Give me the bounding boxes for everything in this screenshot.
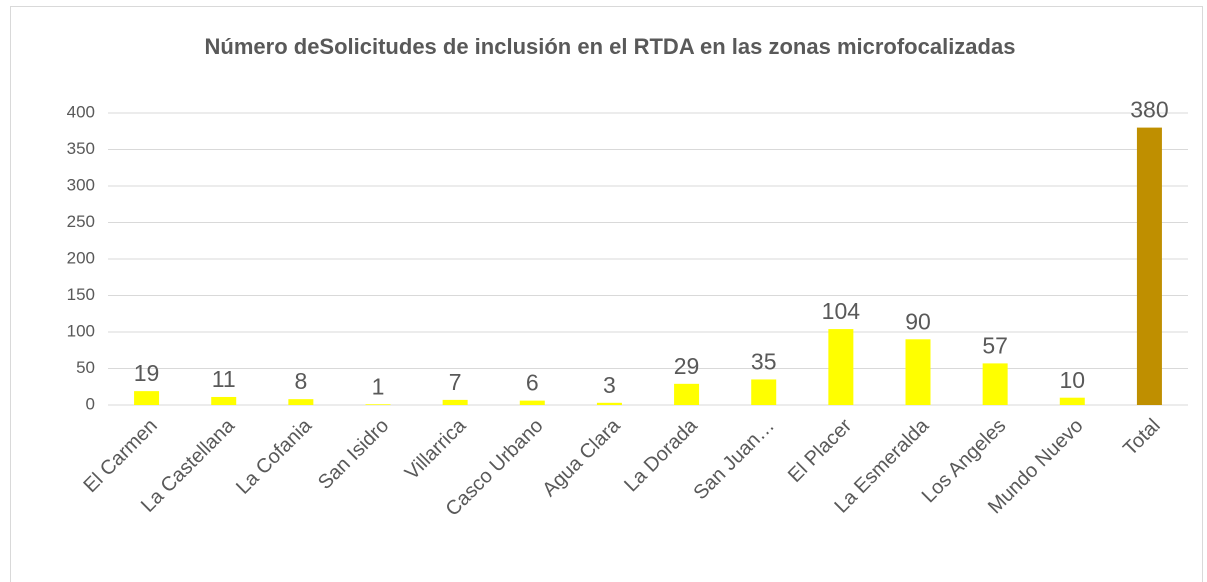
x-tick-label: San Isidro xyxy=(314,415,393,494)
x-tick-label: Agua Clara xyxy=(538,414,625,501)
data-label: 7 xyxy=(449,369,462,395)
bar xyxy=(982,363,1008,405)
x-tick-label: La Cofania xyxy=(232,414,317,499)
bar xyxy=(211,396,237,405)
y-tick-label: 400 xyxy=(67,102,95,121)
bar xyxy=(905,339,931,405)
chart-title: Número deSolicitudes de inclusión en el … xyxy=(204,34,1016,59)
y-tick-label: 200 xyxy=(67,248,95,267)
bar xyxy=(596,402,622,405)
x-tick-label: San Juan… xyxy=(690,415,779,504)
y-tick-label: 0 xyxy=(86,394,95,413)
y-tick-label: 50 xyxy=(76,358,95,377)
bar xyxy=(674,383,700,405)
data-label: 104 xyxy=(822,298,861,324)
bar xyxy=(288,399,314,405)
data-label: 8 xyxy=(294,368,307,394)
bar xyxy=(442,399,468,405)
bar xyxy=(134,391,160,405)
y-tick-label: 250 xyxy=(67,212,95,231)
data-label: 3 xyxy=(603,372,616,398)
data-label: 29 xyxy=(674,353,700,379)
data-label: 380 xyxy=(1130,97,1168,123)
data-label: 19 xyxy=(134,360,160,386)
y-tick-label: 150 xyxy=(67,285,95,304)
bar xyxy=(365,404,391,405)
data-label: 1 xyxy=(372,373,385,399)
x-tick-label: La Dorada xyxy=(620,414,702,496)
bar xyxy=(519,400,545,405)
y-tick-label: 350 xyxy=(67,139,95,158)
bar xyxy=(1059,397,1085,405)
data-label: 10 xyxy=(1059,367,1085,393)
bar xyxy=(828,329,854,405)
data-label: 11 xyxy=(212,366,236,392)
data-label: 57 xyxy=(982,332,1008,358)
bar xyxy=(751,379,777,405)
x-tick-label: Total xyxy=(1119,415,1164,460)
data-label: 90 xyxy=(905,308,931,334)
x-tick-label: El Carmen xyxy=(79,415,161,497)
data-label: 35 xyxy=(751,349,777,375)
chart-border xyxy=(10,6,1203,582)
y-tick-label: 100 xyxy=(67,321,95,340)
y-tick-label: 300 xyxy=(67,175,95,194)
x-tick-label: Villarrica xyxy=(401,414,471,484)
bar xyxy=(1136,127,1162,405)
x-tick-label: El Placer xyxy=(784,414,856,486)
data-label: 6 xyxy=(526,370,539,396)
